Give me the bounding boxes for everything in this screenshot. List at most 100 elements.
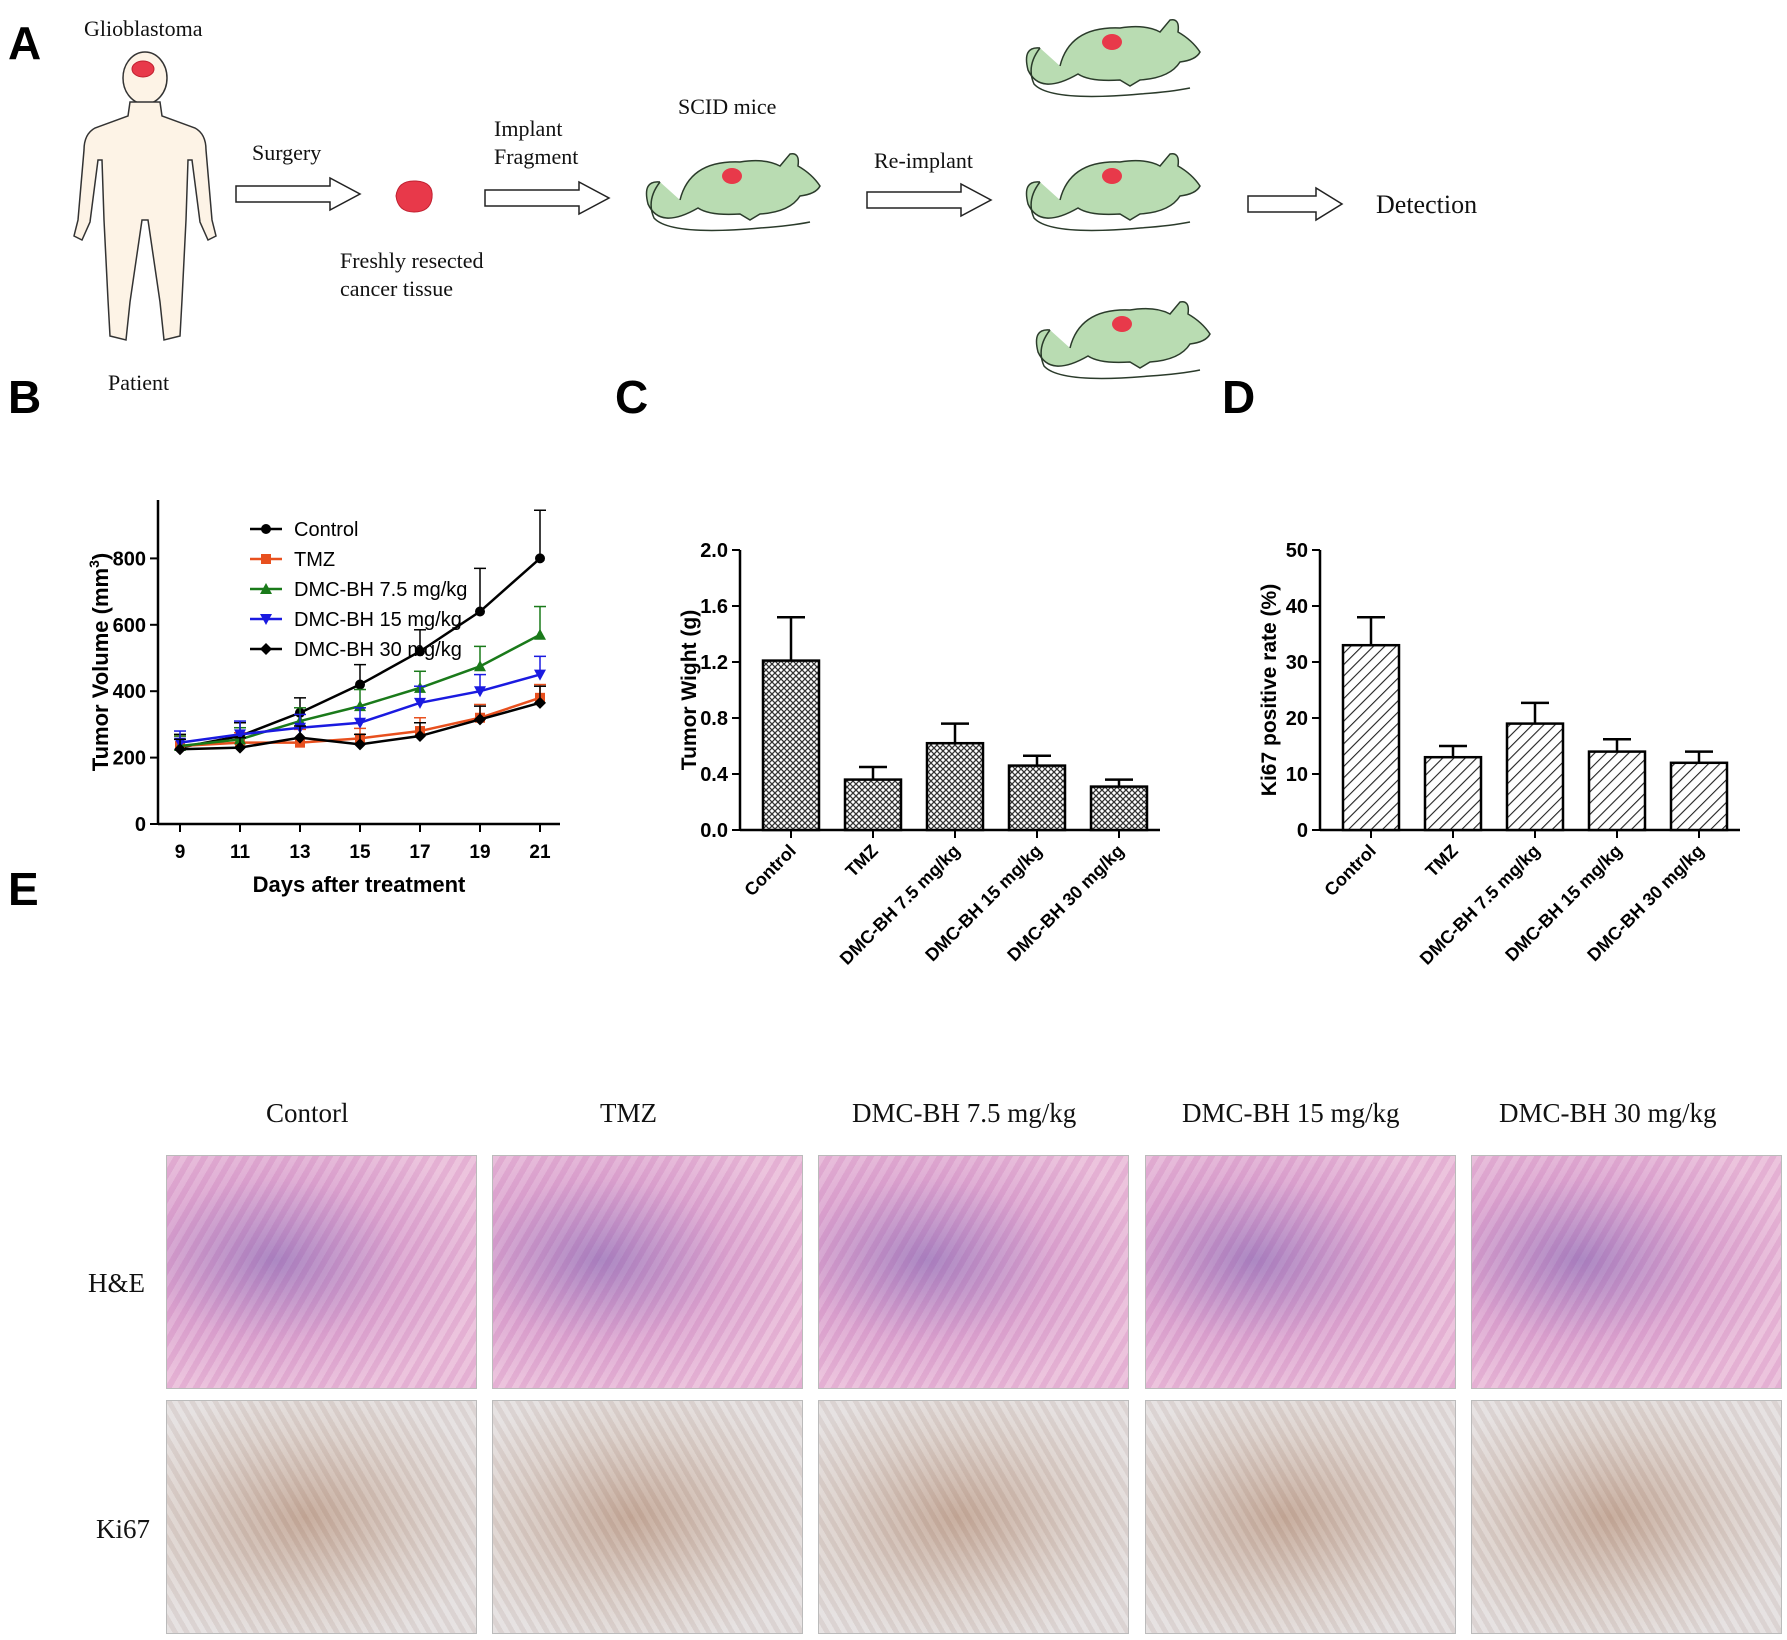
- data-point: [474, 686, 486, 698]
- patient-figure: [73, 51, 217, 341]
- bar: [1007, 764, 1067, 832]
- panel-d-label: D: [1222, 371, 1256, 423]
- mouse-3-icon: [1035, 301, 1211, 380]
- x-tick-label: 9: [175, 842, 186, 863]
- y-axis-title: Tumor Wight (g): [678, 610, 701, 770]
- data-point: [534, 669, 546, 681]
- scid-mice-label: SCID mice: [678, 94, 777, 119]
- chart-c-tumor-weight: 0.0 0.4 0.8 1.2 1.6 2.0 Tumor Wight (g) Control…: [678, 540, 1160, 969]
- y-tick-label: 50: [1286, 540, 1308, 562]
- legend-label: DMC-BH 30 mg/kg: [294, 639, 462, 661]
- arrow-surgery-icon: [235, 176, 362, 212]
- y-tick-label: 0: [135, 814, 146, 836]
- x-tick-label: 17: [409, 842, 430, 863]
- legend-label: DMC-BH 15 mg/kg: [294, 609, 462, 631]
- ki67-control-image: [166, 1400, 477, 1634]
- surgery-label: Surgery: [252, 140, 322, 165]
- col-label-dmc-15: DMC-BH 15 mg/kg: [1182, 1098, 1400, 1128]
- arrow-reimplant-icon: [866, 182, 993, 218]
- chart-b-legend: Control TMZ DMC-BH 7.5 mg/kg DMC-BH 15 mg/k…: [250, 519, 467, 661]
- data-point: [294, 731, 306, 744]
- panel-b-label: B: [8, 371, 42, 423]
- row-label-ki67: Ki67: [96, 1514, 150, 1544]
- x-tick-label: 19: [469, 842, 490, 863]
- y-tick-label: 1.2: [700, 652, 728, 674]
- bar: [1505, 722, 1565, 832]
- data-point: [414, 730, 426, 743]
- tissue-fragment-icon: [395, 180, 433, 213]
- y-tick-label: 20: [1286, 708, 1308, 730]
- cancer-tissue-label: cancer tissue: [340, 276, 453, 301]
- legend-item: DMC-BH 30 mg/kg: [250, 639, 462, 661]
- x-tick-label: 21: [529, 842, 551, 863]
- data-point: [534, 628, 546, 640]
- legend-marker: [260, 583, 272, 594]
- legend-marker: [260, 614, 272, 625]
- bar: [761, 659, 821, 832]
- legend-label: Control: [294, 519, 358, 541]
- y-tick-label: 0.4: [700, 764, 729, 786]
- y-tick-label: 1.6: [700, 596, 728, 618]
- legend-marker: [261, 524, 271, 534]
- legend-marker: [260, 643, 272, 655]
- fragment-label: Fragment: [494, 144, 579, 169]
- x-tick-label: 15: [349, 842, 371, 863]
- legend-item: TMZ: [250, 549, 335, 571]
- legend-label: TMZ: [294, 549, 335, 571]
- series-4: [174, 685, 546, 756]
- data-point: [174, 743, 186, 756]
- x-tick-label: Control: [1320, 841, 1379, 900]
- data-point: [234, 729, 246, 741]
- col-label-dmc-7-5: DMC-BH 7.5 mg/kg: [852, 1098, 1077, 1128]
- he-dmc-30-image: [1471, 1155, 1782, 1389]
- bar: [843, 778, 903, 832]
- data-point: [535, 553, 545, 564]
- x-tick-label: 11: [230, 842, 251, 863]
- arrow-detection-icon: [1247, 186, 1344, 222]
- y-tick-label: 30: [1286, 652, 1308, 674]
- he-control-image: [166, 1155, 477, 1389]
- arrow-implant-icon: [484, 180, 611, 216]
- data-point: [355, 679, 365, 690]
- data-point: [414, 697, 426, 709]
- scid-mouse-icon: [645, 153, 821, 232]
- reimplant-label: Re-implant: [874, 148, 973, 173]
- y-tick-label: 0.8: [700, 708, 728, 730]
- he-dmc-7-5-image: [818, 1155, 1129, 1389]
- y-tick-label: 0: [1297, 820, 1308, 842]
- y-tick-label: 200: [113, 748, 146, 770]
- y-axis-title: Tumor Volume (mm3): [86, 553, 113, 771]
- panel-c-label: C: [615, 371, 649, 423]
- series-3: [174, 655, 546, 749]
- y-tick-label: 1000: [102, 500, 147, 504]
- ki67-dmc-15-image: [1145, 1400, 1456, 1634]
- bar: [1669, 761, 1729, 832]
- bar: [1587, 750, 1647, 832]
- data-point: [415, 646, 425, 657]
- freshly-resected-label: Freshly resected: [340, 248, 484, 273]
- y-tick-label: 800: [113, 548, 146, 570]
- y-tick-label: 0.0: [700, 820, 728, 842]
- ki67-dmc-30-image: [1471, 1400, 1782, 1634]
- data-point: [354, 738, 366, 751]
- patient-label: Patient: [108, 370, 170, 395]
- col-label-dmc-30: DMC-BH 30 mg/kg: [1499, 1098, 1717, 1128]
- mouse-2-icon: [1025, 153, 1201, 232]
- legend-marker: [261, 554, 271, 564]
- y-tick-label: 10: [1286, 764, 1308, 786]
- legend-label: DMC-BH 7.5 mg/kg: [294, 579, 467, 601]
- col-label-control: Contorl: [266, 1098, 349, 1128]
- chart-b-tumor-volume: 0 200 400 600 800 1000 9 11 13 15 17 19 21 Days after…: [86, 500, 560, 897]
- data-point: [474, 660, 486, 672]
- legend-item: DMC-BH 15 mg/kg: [250, 609, 462, 631]
- bar: [1089, 785, 1149, 832]
- bar: [1341, 643, 1401, 832]
- x-tick-label: TMZ: [842, 841, 882, 881]
- y-axis-title: Ki67 positive rate (%): [1258, 584, 1281, 796]
- y-tick-label: 2.0: [700, 540, 728, 562]
- he-dmc-15-image: [1145, 1155, 1456, 1389]
- x-axis-title: Days after treatment: [253, 872, 466, 897]
- brain-tumor-icon: [131, 60, 155, 78]
- x-tick-label: TMZ: [1422, 841, 1462, 881]
